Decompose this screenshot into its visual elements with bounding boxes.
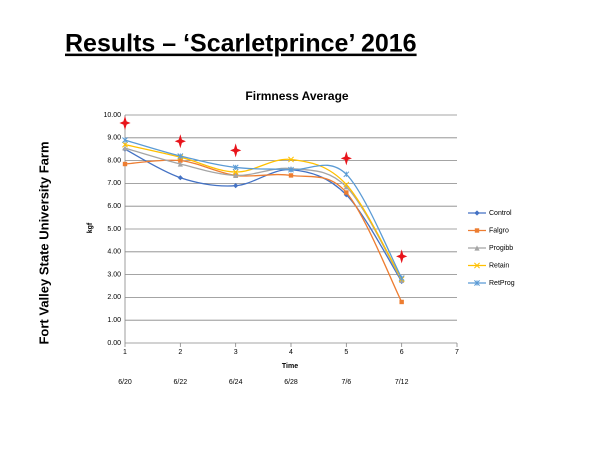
highlight-star xyxy=(119,115,131,130)
x-tick-label: 1 xyxy=(123,349,127,356)
x-tick-label: 3 xyxy=(234,349,238,356)
marker xyxy=(474,262,480,269)
y-tick-label: 7.00 xyxy=(107,180,121,187)
slide-title: Results – ‘Scarletprince’ 2016 xyxy=(65,30,417,58)
marker xyxy=(474,228,480,233)
y-axis-label: kgf xyxy=(87,222,94,233)
date-label: 6/24 xyxy=(229,379,243,386)
y-tick-label: 8.00 xyxy=(107,157,121,164)
marker xyxy=(343,181,350,188)
x-tick-label: 5 xyxy=(344,349,348,356)
y-tick-label: 10.00 xyxy=(103,112,121,119)
highlight-star xyxy=(396,249,408,264)
y-tick-label: 2.00 xyxy=(107,294,121,301)
x-tick-label: 4 xyxy=(289,349,293,356)
legend-label: RetProg xyxy=(489,280,515,287)
marker xyxy=(232,169,239,175)
marker xyxy=(122,161,128,167)
marker xyxy=(122,141,128,148)
marker xyxy=(474,280,480,286)
y-tick-label: 0.00 xyxy=(107,340,121,347)
marker xyxy=(233,172,239,179)
x-tick-label: 7 xyxy=(455,349,459,356)
legend-label: Control xyxy=(489,210,512,217)
legend-label: Retain xyxy=(489,262,509,269)
marker xyxy=(232,164,239,171)
y-tick-label: 5.00 xyxy=(107,226,121,233)
marker xyxy=(474,245,480,251)
marker xyxy=(343,184,349,190)
highlight-star xyxy=(174,134,186,149)
legend-entry: RetProg xyxy=(468,280,515,287)
marker xyxy=(474,210,480,216)
chart-title: Firmness Average xyxy=(245,89,348,103)
marker xyxy=(177,175,183,181)
marker xyxy=(288,156,294,163)
marker xyxy=(122,137,128,144)
legend-entry: Progibb xyxy=(468,245,513,252)
legend-entry: Falgro xyxy=(468,227,509,234)
legend-label: Falgro xyxy=(489,227,509,234)
legend-label: Progibb xyxy=(489,245,513,252)
y-tick-label: 6.00 xyxy=(107,203,121,210)
legend-entry: Retain xyxy=(468,262,509,269)
date-label: 6/22 xyxy=(174,379,188,386)
x-tick-label: 6 xyxy=(400,349,404,356)
marker xyxy=(344,190,349,195)
y-tick-label: 4.00 xyxy=(107,249,121,256)
marker xyxy=(343,171,350,178)
marker xyxy=(288,173,294,178)
marker xyxy=(178,158,183,163)
marker xyxy=(288,166,294,173)
x-axis-label: Time xyxy=(282,363,298,370)
marker xyxy=(399,299,404,305)
marker xyxy=(233,183,239,189)
date-label: 6/28 xyxy=(284,379,298,386)
legend-entry: Control xyxy=(468,210,512,217)
marker xyxy=(177,161,183,167)
highlight-star xyxy=(230,143,242,158)
date-label: 7/12 xyxy=(395,379,409,386)
marker xyxy=(177,153,184,159)
y-tick-label: 1.00 xyxy=(107,317,121,324)
marker xyxy=(398,275,405,281)
marker xyxy=(122,145,128,151)
y-tick-label: 3.00 xyxy=(107,271,121,278)
date-label: 7/6 xyxy=(341,379,351,386)
x-tick-label: 2 xyxy=(178,349,182,356)
side-label: Fort Valley State University Farm xyxy=(36,141,51,344)
date-label: 6/20 xyxy=(118,379,132,386)
y-tick-label: 9.00 xyxy=(107,135,121,142)
highlight-star xyxy=(340,151,352,166)
